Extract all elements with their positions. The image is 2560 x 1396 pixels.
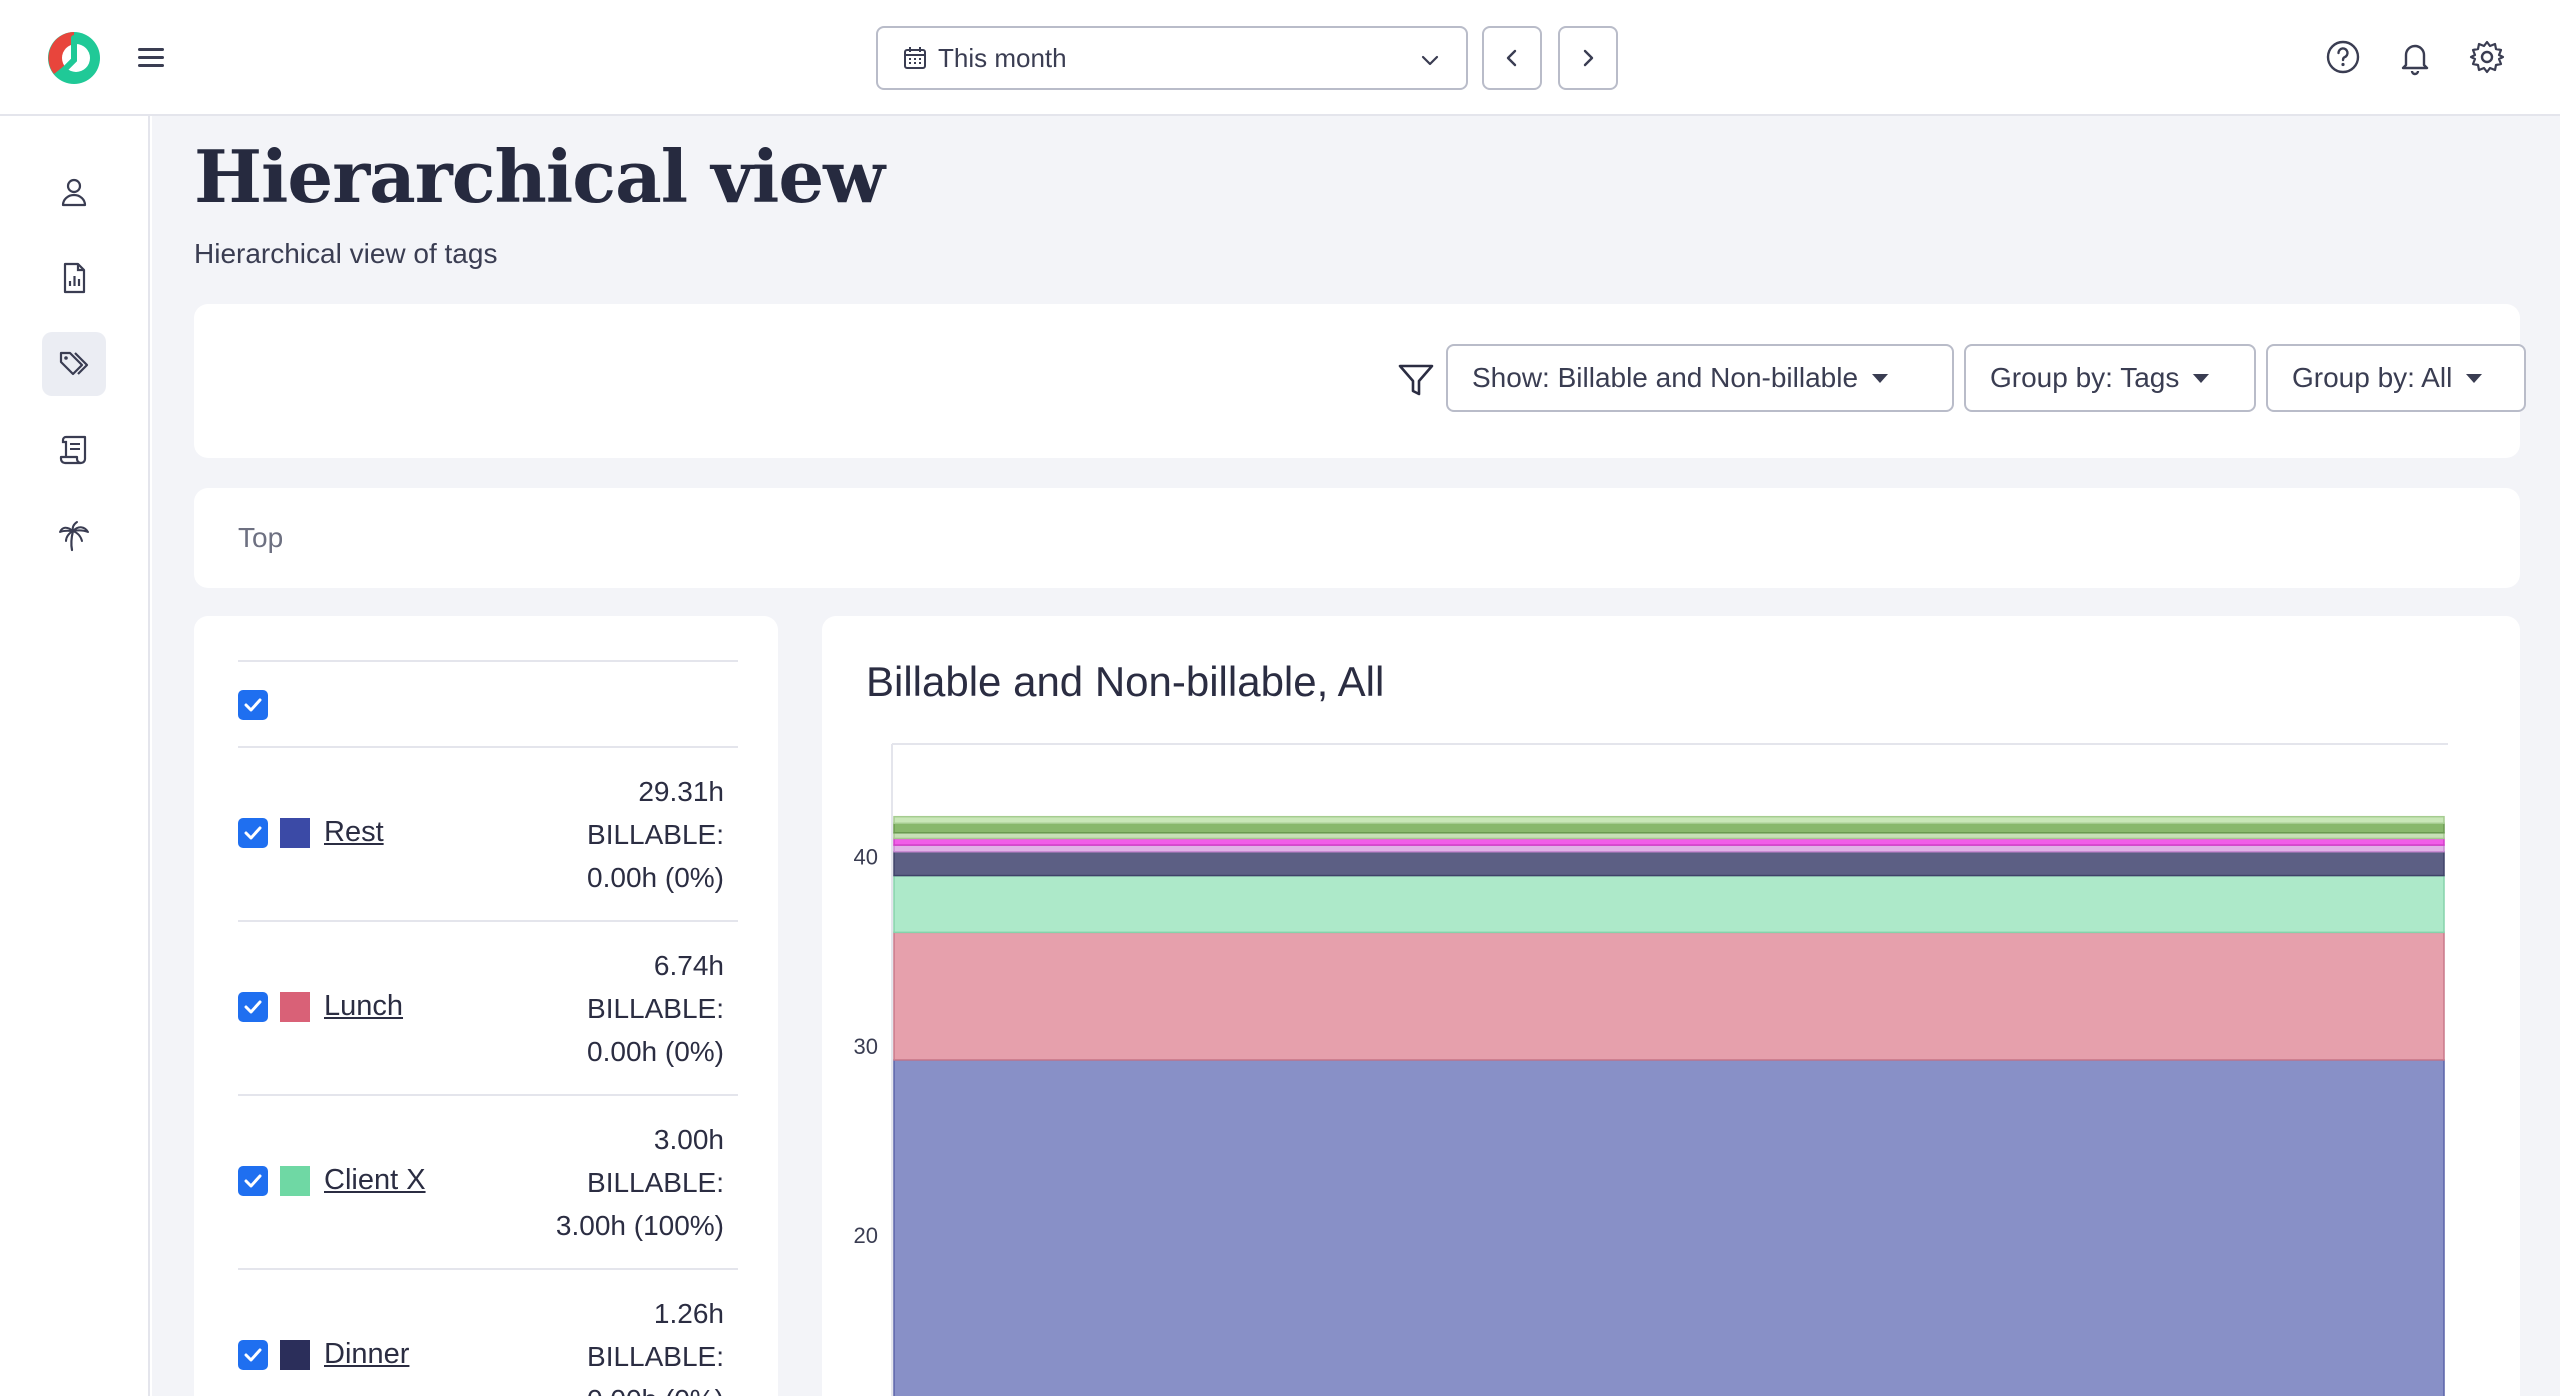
tag-row: Dinner 1.26h BILLABLE: 0.00h (0%) [238, 1270, 738, 1396]
calendar-icon [904, 47, 926, 69]
tag-list: Rest 29.31h BILLABLE: 0.00h (0%) Lunch 6.74h B… [238, 660, 738, 1396]
area-series-4 [893, 844, 2445, 853]
tag-stats: 6.74h BILLABLE: 0.00h (0%) [587, 944, 724, 1073]
chart-card: Billable and Non-billable, All 20 30 40 [822, 616, 2520, 1396]
group-by-all-label: Group by: All [2292, 362, 2453, 393]
date-range-label: This month [938, 42, 1067, 73]
tag-hours: 6.74h [653, 950, 724, 981]
tag-billable-value: 0.00h (0%) [587, 862, 724, 893]
tag-name-link[interactable]: Client X [324, 1164, 426, 1196]
breadcrumb: Top [194, 488, 2520, 588]
area-series-0 [893, 1059, 2445, 1396]
main-content: Hierarchical view Hierarchical view of t… [152, 116, 2560, 1396]
check-icon [244, 826, 262, 840]
bell-icon[interactable] [2396, 38, 2434, 76]
tag-billable-value: 3.00h (100%) [555, 1210, 724, 1241]
area-series-2 [893, 874, 2445, 934]
sidebar [0, 116, 150, 1396]
caret-down-icon [2193, 373, 2210, 383]
y-tick-label: 20 [854, 1223, 878, 1248]
chevron-left-icon [1506, 49, 1517, 67]
date-range-select[interactable]: This month [876, 26, 1468, 90]
tag-billable-label: BILLABLE: [587, 819, 724, 850]
tag-checkbox[interactable] [238, 818, 268, 848]
page-title: Hierarchical view [194, 134, 885, 219]
sidebar-item-users[interactable] [42, 160, 106, 224]
check-icon [244, 1348, 262, 1362]
tag-color-swatch [280, 1166, 310, 1196]
tag-billable-value: 0.00h (0%) [587, 1036, 724, 1067]
stacked-area-chart: 20 30 40 [854, 743, 2448, 1396]
select-all-row [238, 660, 738, 748]
group-by-tags-label: Group by: Tags [1990, 362, 2180, 393]
sidebar-item-tags[interactable] [42, 332, 106, 396]
tag-color-swatch [280, 1340, 310, 1370]
scroll-icon [59, 435, 87, 465]
tag-hours: 3.00h [653, 1124, 724, 1155]
filter-icon[interactable] [1396, 360, 1436, 400]
tag-billable-label: BILLABLE: [587, 993, 724, 1024]
area-series-7 [893, 822, 2445, 834]
tag-billable-label: BILLABLE: [587, 1341, 724, 1372]
tag-color-swatch [280, 818, 310, 848]
tag-stats: 3.00h BILLABLE: 3.00h (100%) [556, 1118, 724, 1247]
check-icon [244, 1174, 262, 1188]
chart-title: Billable and Non-billable, All [866, 658, 1385, 705]
tag-billable-label: BILLABLE: [587, 1167, 724, 1198]
palm-tree-icon [59, 521, 89, 552]
tag-checkbox[interactable] [238, 1340, 268, 1370]
area-series-8 [893, 815, 2445, 825]
chevron-right-icon [1583, 49, 1594, 67]
select-all-checkbox[interactable] [238, 690, 268, 720]
area-series-1 [893, 931, 2445, 1061]
tags-icon [59, 351, 89, 376]
tag-hours: 29.31h [638, 776, 724, 807]
filter-bar: Show: Billable and Non-billable Group by… [194, 304, 2526, 458]
y-tick-label: 40 [854, 845, 878, 870]
area-series-5 [893, 837, 2445, 846]
report-icon [63, 262, 86, 294]
next-period-button[interactable] [1558, 26, 1618, 90]
breadcrumb-top[interactable]: Top [238, 522, 284, 553]
top-bar: This month [0, 0, 2560, 116]
hamburger-icon[interactable] [134, 40, 168, 74]
tag-row: Rest 29.31h BILLABLE: 0.00h (0%) [238, 748, 738, 922]
show-billable-label: Show: Billable and Non-billable [1472, 362, 1859, 393]
chevron-down-icon [1421, 55, 1439, 66]
help-icon[interactable] [2324, 38, 2362, 76]
tag-row: Client X 3.00h BILLABLE: 3.00h (100%) [238, 1096, 738, 1270]
check-icon [244, 1000, 262, 1014]
tag-list-card: Rest 29.31h BILLABLE: 0.00h (0%) Lunch 6.74h B… [194, 616, 778, 1396]
tag-checkbox[interactable] [238, 992, 268, 1022]
logo[interactable] [44, 28, 104, 88]
show-billable-dropdown[interactable]: Show: Billable and Non-billable [1446, 344, 1954, 412]
caret-down-icon [2466, 373, 2483, 383]
gear-icon[interactable] [2468, 38, 2506, 76]
tag-name-link[interactable]: Rest [324, 816, 384, 848]
group-by-tags-dropdown[interactable]: Group by: Tags [1964, 344, 2256, 412]
area-series-6 [893, 832, 2445, 840]
check-icon [244, 698, 262, 712]
y-tick-label: 30 [854, 1034, 878, 1059]
caret-down-icon [1872, 373, 1889, 383]
tag-stats: 1.26h BILLABLE: 0.00h (0%) [587, 1292, 724, 1396]
sidebar-item-reports[interactable] [42, 246, 106, 310]
user-icon [61, 178, 87, 207]
sidebar-item-vacation[interactable] [42, 504, 106, 568]
tag-billable-value: 0.00h (0%) [587, 1378, 724, 1396]
area-series-3 [893, 850, 2445, 877]
tag-hours: 1.26h [653, 1298, 724, 1329]
tag-checkbox[interactable] [238, 1166, 268, 1196]
sidebar-item-logs[interactable] [42, 418, 106, 482]
tag-row: Lunch 6.74h BILLABLE: 0.00h (0%) [238, 922, 738, 1096]
tag-color-swatch [280, 992, 310, 1022]
tag-name-link[interactable]: Lunch [324, 990, 404, 1022]
tag-stats: 29.31h BILLABLE: 0.00h (0%) [587, 770, 724, 899]
group-by-all-dropdown[interactable]: Group by: All [2266, 344, 2526, 412]
page-subtitle: Hierarchical view of tags [194, 238, 498, 269]
tag-name-link[interactable]: Dinner [324, 1338, 410, 1370]
previous-period-button[interactable] [1482, 26, 1542, 90]
